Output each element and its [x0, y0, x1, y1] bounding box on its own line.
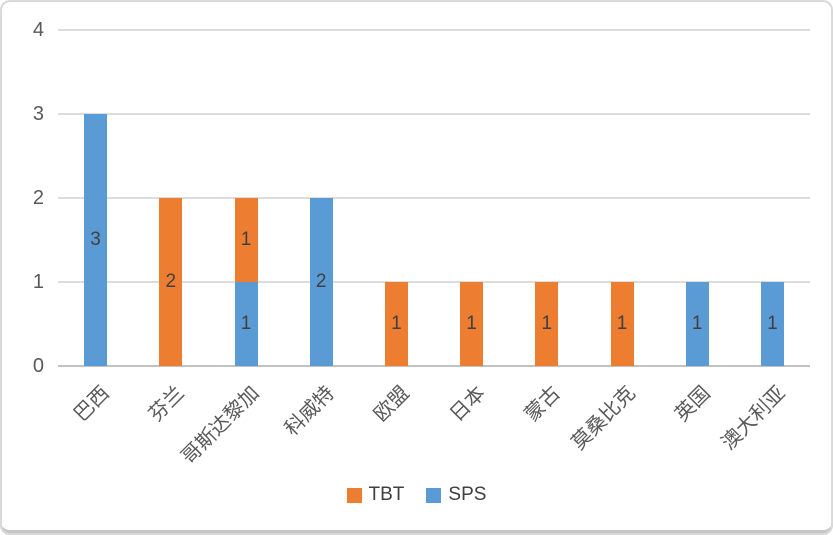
bar-value-label: 1 — [240, 229, 252, 250]
y-tick-label: 2 — [32, 187, 44, 209]
chart-legend: TBT SPS — [0, 484, 833, 506]
gridline — [58, 29, 810, 31]
x-tick-label: 澳大利亚 — [718, 382, 791, 455]
bar-value-label: 1 — [541, 313, 553, 334]
legend-label-sps: SPS — [448, 484, 487, 505]
x-tick-label: 蒙古 — [520, 382, 565, 427]
gridline — [58, 197, 810, 199]
bar-value-label: 1 — [391, 313, 402, 334]
x-tick-label: 英国 — [671, 382, 716, 427]
bar-segment-tbt[interactable]: 1 — [535, 282, 559, 366]
bar-value-label: 1 — [240, 313, 252, 334]
x-tick-label: 巴西 — [69, 382, 114, 427]
x-tick-label: 欧盟 — [370, 382, 415, 427]
x-tick-label: 芬兰 — [144, 382, 189, 427]
bar-value-label: 2 — [315, 271, 327, 292]
legend-item-sps[interactable]: SPS — [426, 484, 486, 506]
x-tick-label: 哥斯达黎加 — [177, 382, 264, 469]
x-tick-label: 日本 — [445, 382, 490, 427]
bar-segment-sps[interactable]: 1 — [760, 282, 784, 366]
x-tick-label: 莫桑比克 — [567, 382, 640, 455]
bar-segment-tbt[interactable]: 1 — [234, 198, 258, 282]
x-axis-line — [58, 365, 810, 367]
bar-segment-sps[interactable]: 1 — [234, 282, 258, 366]
bar-value-label: 3 — [90, 229, 101, 250]
y-tick-label: 1 — [32, 271, 44, 293]
x-tick-label: 科威特 — [281, 382, 340, 441]
y-tick-label: 4 — [32, 19, 44, 41]
legend-item-tbt[interactable]: TBT — [346, 484, 405, 506]
bar-segment-tbt[interactable]: 2 — [159, 198, 183, 366]
y-tick-label: 3 — [32, 103, 44, 125]
gridline — [58, 113, 810, 115]
bar-segment-tbt[interactable]: 1 — [610, 282, 634, 366]
bar-segment-sps[interactable]: 2 — [309, 198, 333, 366]
bar-value-label: 2 — [165, 271, 177, 292]
legend-swatch-sps-icon — [426, 487, 442, 503]
bar-segment-sps[interactable]: 1 — [685, 282, 709, 366]
bar-value-label: 1 — [767, 313, 778, 334]
y-tick-label: 0 — [32, 355, 44, 377]
gridline — [58, 281, 810, 283]
legend-label-tbt: TBT — [368, 484, 405, 505]
legend-swatch-tbt-icon — [346, 487, 362, 503]
bar-segment-sps[interactable]: 3 — [84, 114, 108, 366]
bar-segment-tbt[interactable]: 1 — [460, 282, 484, 366]
bar-value-label: 1 — [691, 313, 703, 334]
bar-segment-tbt[interactable]: 1 — [384, 282, 408, 366]
bar-value-label: 1 — [466, 313, 477, 334]
bar-value-label: 1 — [616, 313, 628, 334]
